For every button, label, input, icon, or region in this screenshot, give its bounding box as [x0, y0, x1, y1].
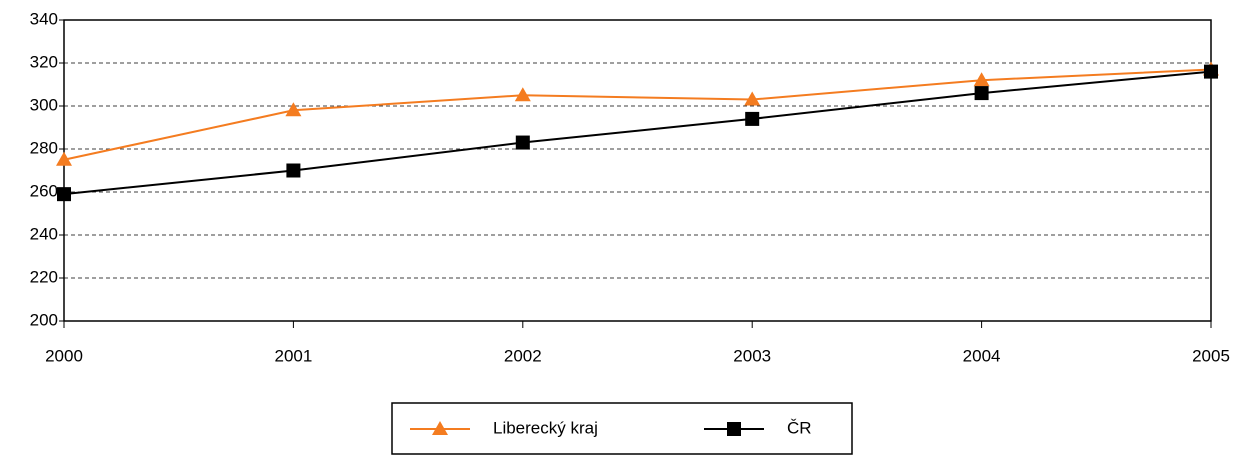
x-tick-label: 2002	[504, 346, 542, 365]
legend-marker	[727, 422, 741, 436]
y-tick-label: 340	[30, 9, 58, 28]
y-tick-label: 320	[30, 52, 58, 71]
y-tick-label: 260	[30, 181, 58, 200]
x-tick-label: 2004	[963, 346, 1001, 365]
x-tick-label: 2001	[274, 346, 312, 365]
marker	[286, 163, 301, 178]
legend-label: ČR	[787, 418, 812, 437]
marker	[515, 135, 530, 150]
x-tick-label: 2005	[1192, 346, 1230, 365]
series-line	[63, 68, 1212, 161]
marker	[973, 72, 990, 87]
marker	[57, 187, 71, 202]
marker	[1204, 64, 1218, 79]
y-tick-label: 220	[30, 267, 58, 286]
y-tick-label: 280	[30, 138, 58, 157]
y-tick-label: 300	[30, 95, 58, 114]
marker	[514, 87, 531, 102]
series-line	[63, 70, 1212, 196]
y-tick-label: 240	[30, 224, 58, 243]
marker	[744, 91, 761, 106]
legend-label: Liberecký kraj	[493, 418, 598, 437]
marker	[745, 111, 760, 126]
plot-frame	[63, 19, 1212, 322]
marker	[974, 86, 989, 101]
legend: Liberecký kraj ČR	[391, 402, 853, 455]
marker	[285, 102, 302, 117]
x-tick-label: 2000	[45, 346, 83, 365]
y-tick-label: 200	[30, 310, 58, 329]
marker	[56, 151, 72, 166]
x-tick-label: 2003	[733, 346, 771, 365]
legend-marker	[432, 421, 448, 435]
